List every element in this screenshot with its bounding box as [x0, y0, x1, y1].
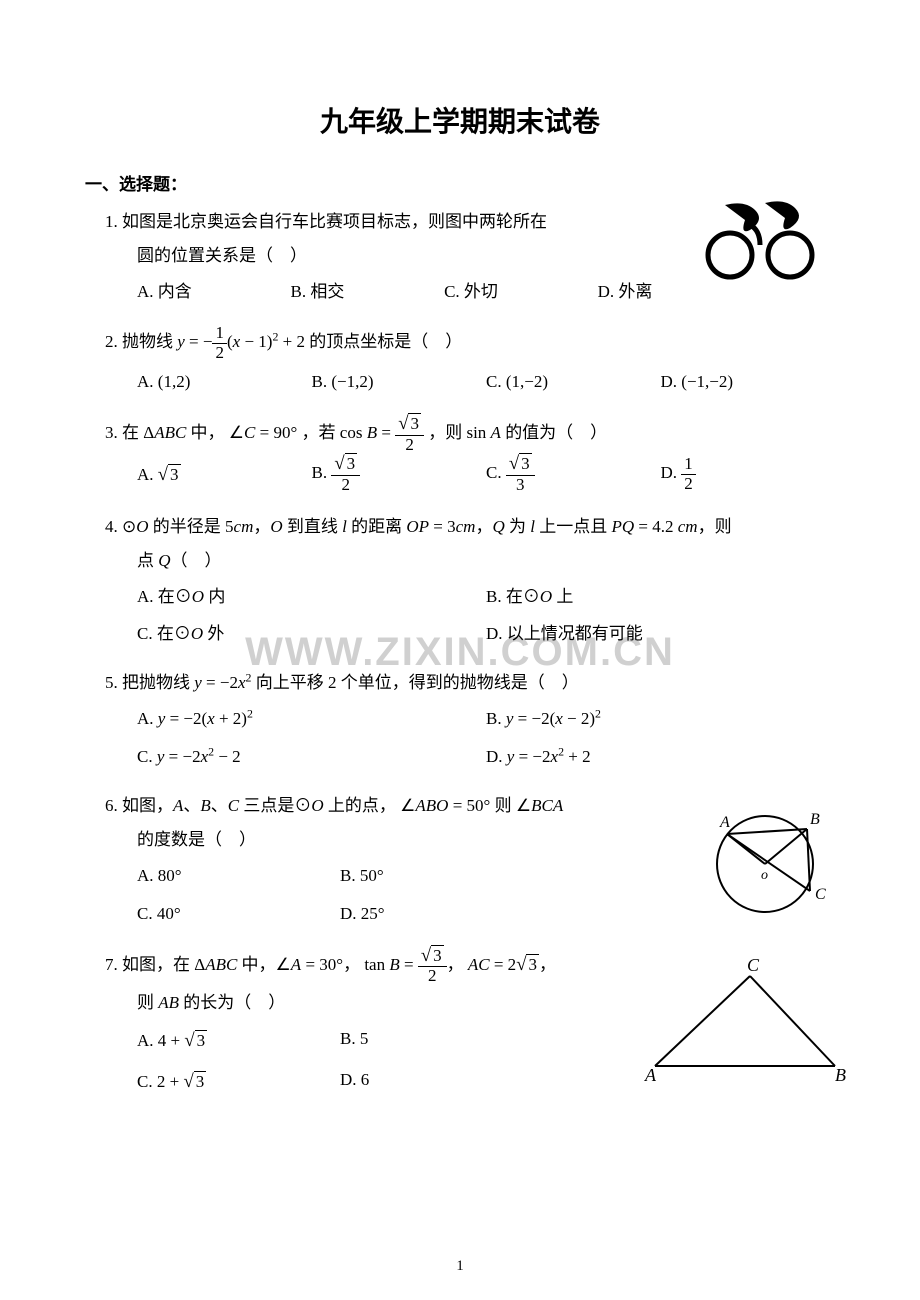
q4-opt-b: B. 在⊙O 上	[486, 578, 835, 615]
q2-opt-c: C. (1,−2)	[486, 363, 661, 400]
q1-opt-b: B. 相交	[291, 273, 445, 310]
q3-mid2: ，若	[302, 423, 340, 442]
q2-opt-d: D. (−1,−2)	[661, 363, 836, 400]
q6-opt-d: D. 25°	[340, 895, 543, 932]
question-6: A B C o 6. 如图，A、B、C 三点是⊙O 上的点， ∠ABO = 50…	[85, 789, 835, 932]
q2-opt-a: A. (1,2)	[137, 363, 312, 400]
svg-text:B: B	[810, 811, 820, 828]
q7-opt-c: C. 2 + 3	[137, 1061, 340, 1102]
q5-opt-a: A. y = −2(x + 2)2	[137, 700, 486, 737]
q3-opt-b: B. 32	[312, 454, 487, 495]
question-7: A B C 7. 如图，在 ΔABC 中，∠A = 30°， tan B = 3…	[85, 946, 835, 1103]
circle-diagram-q6: A B C o	[685, 799, 845, 931]
q6-opt-c: C. 40°	[137, 895, 340, 932]
q3-opt-c: C. 33	[486, 454, 661, 495]
q6-options: A. 80° B. 50° C. 40° D. 25°	[105, 857, 543, 932]
q7-opt-b: B. 5	[340, 1020, 543, 1061]
q3-prefix: 3. 在	[105, 423, 143, 442]
q3-opt-a: A. 3	[137, 454, 312, 495]
q3-text: 3. 在 ΔABC 中， ∠C = 90° ，若 cos B = 32 ，则 s…	[105, 414, 835, 454]
q3-opt-d: D. 12	[661, 454, 836, 495]
q2-options: A. (1,2) B. (−1,2) C. (1,−2) D. (−1,−2)	[105, 363, 835, 400]
q2-prefix: 2. 抛物线	[105, 332, 177, 351]
q6-opt-a: A. 80°	[137, 857, 340, 894]
q5-options: A. y = −2(x + 2)2 B. y = −2(x − 2)2 C. y…	[105, 700, 835, 775]
question-2: 2. 抛物线 y = −12(x − 1)2 + 2 的顶点坐标是（ ） A. …	[85, 324, 835, 400]
question-1: 1. 如图是北京奥运会自行车比赛项目标志，则图中两轮所在 圆的位置关系是（ ） …	[85, 205, 835, 310]
content: 九年级上学期期末试卷 一、选择题： 1. 如图是北京奥运会自行车比赛项目标志，则…	[85, 100, 835, 1102]
q4-opt-a: A. 在⊙O 内	[137, 578, 486, 615]
q5-text: 5. 把抛物线 y = −2x2 向上平移 2 个单位，得到的抛物线是（ ）	[105, 666, 835, 700]
q3-mid1: 中，	[191, 423, 225, 442]
q4-opt-d: D. 以上情况都有可能	[486, 615, 835, 652]
triangle-diagram-q7: A B C	[635, 956, 855, 1098]
svg-text:B: B	[835, 1065, 846, 1085]
svg-text:A: A	[719, 814, 730, 831]
q2-opt-b: B. (−1,2)	[312, 363, 487, 400]
page-number: 1	[456, 1258, 464, 1275]
svg-text:C: C	[815, 886, 826, 903]
q6-opt-b: B. 50°	[340, 857, 543, 894]
q4-line1: 4. ⊙O 的半径是 5cm，O 到直线 l 的距离 OP = 3cm，Q 为 …	[105, 510, 835, 544]
q4-options: A. 在⊙O 内 B. 在⊙O 上 C. 在⊙O 外 D. 以上情况都有可能	[105, 578, 835, 653]
page-title: 九年级上学期期末试卷	[85, 100, 835, 140]
q3-options: A. 3 B. 32 C. 33 D. 12	[105, 454, 835, 495]
q1-opt-a: A. 内含	[137, 273, 291, 310]
cycling-logo	[695, 195, 825, 297]
q3-suffix: 的值为（ ）	[505, 423, 607, 442]
question-4: 4. ⊙O 的半径是 5cm，O 到直线 l 的距离 OP = 3cm，Q 为 …	[85, 510, 835, 653]
q7-opt-a: A. 4 + 3	[137, 1020, 340, 1061]
q5-opt-c: C. y = −2x2 − 2	[137, 738, 486, 775]
q1-opt-c: C. 外切	[444, 273, 598, 310]
q5-opt-b: B. y = −2(x − 2)2	[486, 700, 835, 737]
q2-suffix: 的顶点坐标是（ ）	[309, 332, 462, 351]
svg-text:A: A	[644, 1065, 657, 1085]
q4-line2: 点 Q（ ）	[105, 544, 835, 578]
svg-text:o: o	[761, 868, 768, 883]
q7-opt-d: D. 6	[340, 1061, 543, 1102]
q5-opt-d: D. y = −2x2 + 2	[486, 738, 835, 775]
svg-text:C: C	[747, 956, 760, 975]
section-header: 一、选择题：	[85, 170, 835, 195]
q4-opt-c: C. 在⊙O 外	[137, 615, 486, 652]
q2-text: 2. 抛物线 y = −12(x − 1)2 + 2 的顶点坐标是（ ）	[105, 324, 835, 362]
question-3: 3. 在 ΔABC 中， ∠C = 90° ，若 cos B = 32 ，则 s…	[85, 414, 835, 495]
q7-options: A. 4 + 3 B. 5 C. 2 + 3 D. 6	[105, 1020, 543, 1102]
question-5: 5. 把抛物线 y = −2x2 向上平移 2 个单位，得到的抛物线是（ ） A…	[85, 666, 835, 775]
